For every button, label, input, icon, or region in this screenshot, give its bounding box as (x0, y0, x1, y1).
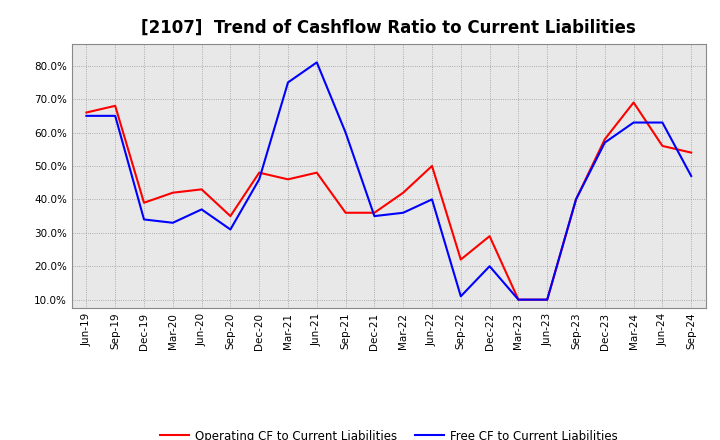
Operating CF to Current Liabilities (456, 257, 465, 262)
Free CF to Current Liabilities (312, 60, 321, 65)
Operating CF to Current Liabilities (485, 234, 494, 239)
Free CF to Current Liabilities (226, 227, 235, 232)
Free CF to Current Liabilities (428, 197, 436, 202)
Operating CF to Current Liabilities (370, 210, 379, 216)
Free CF to Current Liabilities (485, 264, 494, 269)
Free CF to Current Liabilities (399, 210, 408, 216)
Operating CF to Current Liabilities (600, 136, 609, 142)
Free CF to Current Liabilities (514, 297, 523, 302)
Free CF to Current Liabilities (572, 197, 580, 202)
Operating CF to Current Liabilities (82, 110, 91, 115)
Title: [2107]  Trend of Cashflow Ratio to Current Liabilities: [2107] Trend of Cashflow Ratio to Curren… (141, 19, 636, 37)
Legend: Operating CF to Current Liabilities, Free CF to Current Liabilities: Operating CF to Current Liabilities, Fre… (155, 425, 623, 440)
Free CF to Current Liabilities (600, 140, 609, 145)
Operating CF to Current Liabilities (226, 213, 235, 219)
Line: Free CF to Current Liabilities: Free CF to Current Liabilities (86, 62, 691, 300)
Free CF to Current Liabilities (82, 113, 91, 118)
Free CF to Current Liabilities (687, 173, 696, 179)
Operating CF to Current Liabilities (629, 100, 638, 105)
Free CF to Current Liabilities (255, 177, 264, 182)
Free CF to Current Liabilities (629, 120, 638, 125)
Operating CF to Current Liabilities (111, 103, 120, 109)
Operating CF to Current Liabilities (168, 190, 177, 195)
Free CF to Current Liabilities (341, 130, 350, 135)
Operating CF to Current Liabilities (428, 163, 436, 169)
Operating CF to Current Liabilities (341, 210, 350, 216)
Free CF to Current Liabilities (168, 220, 177, 225)
Operating CF to Current Liabilities (255, 170, 264, 175)
Operating CF to Current Liabilities (658, 143, 667, 149)
Operating CF to Current Liabilities (687, 150, 696, 155)
Operating CF to Current Liabilities (514, 297, 523, 302)
Operating CF to Current Liabilities (284, 177, 292, 182)
Operating CF to Current Liabilities (543, 297, 552, 302)
Free CF to Current Liabilities (370, 213, 379, 219)
Free CF to Current Liabilities (543, 297, 552, 302)
Operating CF to Current Liabilities (312, 170, 321, 175)
Free CF to Current Liabilities (658, 120, 667, 125)
Operating CF to Current Liabilities (399, 190, 408, 195)
Line: Operating CF to Current Liabilities: Operating CF to Current Liabilities (86, 103, 691, 300)
Operating CF to Current Liabilities (197, 187, 206, 192)
Free CF to Current Liabilities (140, 217, 148, 222)
Free CF to Current Liabilities (197, 207, 206, 212)
Free CF to Current Liabilities (111, 113, 120, 118)
Operating CF to Current Liabilities (572, 197, 580, 202)
Free CF to Current Liabilities (456, 293, 465, 299)
Operating CF to Current Liabilities (140, 200, 148, 205)
Free CF to Current Liabilities (284, 80, 292, 85)
